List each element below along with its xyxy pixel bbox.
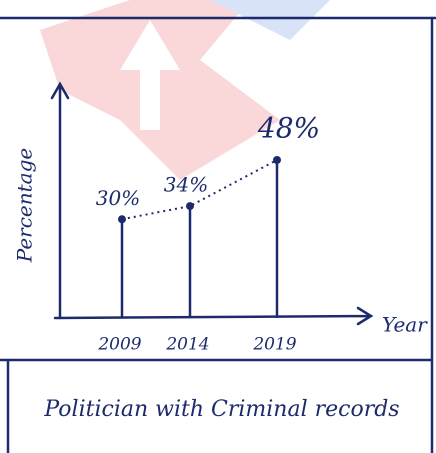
watermark bbox=[40, 0, 330, 180]
data-label: 48% bbox=[257, 112, 320, 145]
y-axis-label: Percentage bbox=[13, 148, 37, 263]
dot bbox=[186, 202, 194, 211]
x-tick-label: 2009 bbox=[97, 335, 141, 355]
data-label: 30% bbox=[96, 186, 140, 210]
y-axis bbox=[50, 81, 70, 320]
x-tick-label: 2019 bbox=[252, 335, 296, 355]
x-axis bbox=[53, 306, 374, 326]
x-tick-label: 2014 bbox=[165, 335, 209, 355]
data-label: 34% bbox=[164, 173, 208, 197]
x-axis-label: Year bbox=[382, 313, 428, 337]
dot bbox=[118, 215, 126, 224]
chart-title: Politician with Criminal records bbox=[43, 397, 399, 422]
dot bbox=[273, 156, 281, 164]
